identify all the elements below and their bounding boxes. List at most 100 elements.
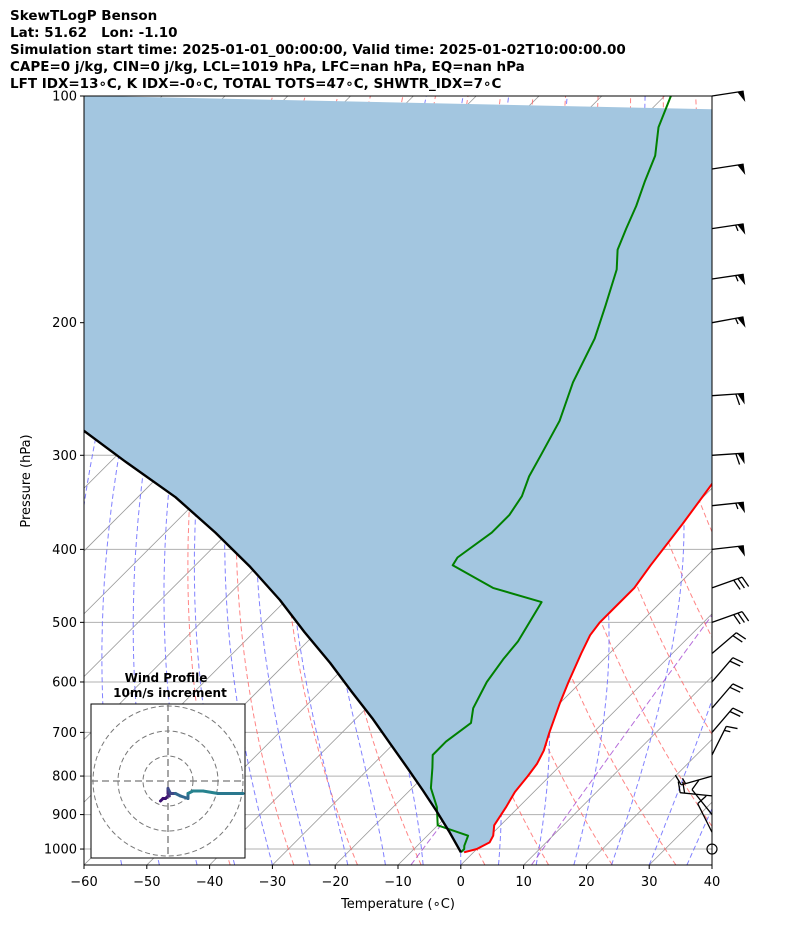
barb-half — [681, 777, 687, 784]
header-indices-2: LFT IDX=13∘C, K IDX=-0∘C, TOTAL TOTS=47∘… — [10, 76, 502, 92]
barb-full — [735, 393, 741, 406]
profile-lines — [84, 96, 712, 854]
wind-barb — [711, 632, 747, 655]
y-tick-label: 800 — [52, 770, 77, 785]
barb-full — [674, 774, 682, 786]
barb-full — [733, 614, 741, 625]
barb-half — [735, 275, 739, 282]
barb-staff — [697, 803, 713, 833]
barb-full — [732, 707, 744, 714]
y-tick-label: 1000 — [44, 843, 77, 858]
hodograph-title: Wind Profile — [125, 671, 208, 685]
barb-staff — [711, 657, 734, 683]
barb-staff — [711, 163, 744, 170]
moist-adiabat — [686, 807, 712, 865]
x-axis-title: Temperature (∘C) — [340, 897, 455, 912]
wind-barbs — [674, 90, 750, 855]
barb-staff — [711, 273, 744, 280]
barb-half — [735, 224, 739, 232]
cin-area — [84, 96, 712, 853]
x-tick-label: 40 — [704, 875, 721, 890]
header-location: Lat: 51.62 Lon: -1.10 — [10, 25, 178, 41]
wind-barb — [711, 223, 746, 235]
barb-flag — [737, 223, 746, 235]
barb-full — [732, 683, 744, 690]
hodograph-trace — [201, 789, 220, 795]
barb-half — [734, 318, 739, 325]
chart-header: SkewTLogP Benson Lat: 51.62 Lon: -1.10 Sim… — [10, 8, 626, 93]
x-tick-label: −40 — [196, 875, 223, 890]
y-tick-label: 700 — [52, 726, 77, 741]
barb-staff — [711, 576, 743, 589]
x-tick-label: 20 — [578, 875, 595, 890]
barb-staff — [681, 775, 713, 786]
barb-staff — [711, 90, 744, 97]
y-tick-label: 400 — [52, 543, 77, 558]
barb-staff — [711, 392, 744, 397]
dry-adiabat — [728, 96, 794, 865]
wind-barb — [711, 90, 746, 102]
barb-staff — [711, 316, 744, 324]
barb-full — [729, 660, 741, 667]
barb-staff — [711, 726, 727, 756]
temperature-line — [463, 482, 712, 854]
barb-full — [729, 686, 741, 693]
wind-barb — [697, 795, 713, 833]
wind-barb — [711, 163, 746, 175]
cin-shading — [84, 96, 712, 853]
barb-full — [732, 657, 744, 664]
x-tick-label: −30 — [259, 875, 286, 890]
barb-flag — [737, 316, 746, 328]
hodograph-inset: Wind Profile 10m/s increment — [90, 671, 246, 859]
x-tick-label: 10 — [515, 875, 532, 890]
barb-flag — [737, 393, 745, 405]
wind-barb — [711, 545, 745, 557]
barb-staff — [711, 632, 737, 655]
barb-half — [735, 502, 739, 510]
barb-full — [741, 576, 750, 587]
wind-barb — [711, 725, 738, 756]
wind-barb — [711, 610, 750, 625]
barb-full — [732, 635, 743, 643]
x-tick-label: 0 — [457, 875, 465, 890]
wind-barb — [711, 452, 745, 465]
barb-staff — [711, 452, 744, 456]
barb-half — [724, 729, 731, 733]
axes: −60 −50 −40 −30 −20 −10 0 10 20 30 40 1000 900 800 700… — [44, 90, 720, 891]
dry-adiabat — [761, 96, 794, 865]
barb-staff — [711, 707, 734, 733]
header-indices-1: CAPE=0 j/kg, CIN=0 j/kg, LCL=1019 hPa, L… — [10, 59, 525, 75]
x-tick-label: −60 — [70, 875, 97, 890]
x-tick-label: −10 — [384, 875, 411, 890]
wind-barb — [711, 501, 745, 514]
moist-adiabat — [286, 193, 349, 865]
barb-full — [741, 611, 750, 622]
moist-adiabat — [254, 228, 311, 865]
barb-flag — [737, 91, 746, 102]
barb-full — [729, 710, 741, 717]
dry-adiabat — [187, 96, 274, 865]
barb-full — [697, 795, 707, 805]
y-tick-label: 600 — [52, 675, 77, 690]
y-tick-label: 100 — [52, 90, 77, 105]
barb-full — [691, 780, 700, 790]
barb-full — [733, 579, 741, 590]
barb-full — [735, 453, 741, 465]
y-tick-label: 900 — [52, 808, 77, 823]
isotherm-line — [775, 96, 794, 865]
header-title: SkewTLogP Benson — [10, 8, 158, 24]
barb-staff — [711, 610, 743, 623]
mixing-ratio-line — [530, 614, 712, 865]
barb-full — [682, 781, 686, 794]
hodograph-subtitle: 10m/s increment — [113, 686, 227, 700]
wind-barb — [691, 780, 713, 815]
y-tick-label: 200 — [52, 316, 77, 331]
header-times: Simulation start time: 2025-01-01_00:00:… — [10, 42, 626, 58]
barb-flag — [737, 453, 745, 465]
barb-staff — [691, 789, 713, 815]
wind-barb — [711, 273, 746, 286]
barb-staff — [711, 501, 744, 507]
barb-staff — [711, 683, 734, 709]
barb-flag — [737, 502, 745, 514]
